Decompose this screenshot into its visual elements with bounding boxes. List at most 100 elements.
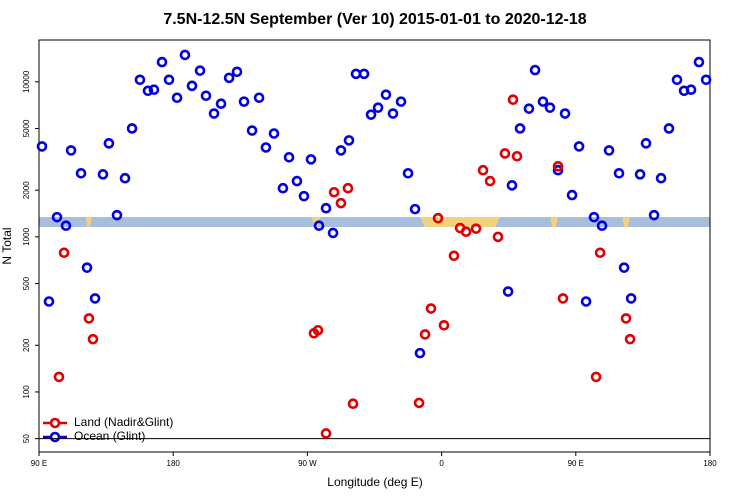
point (60, 220, 72, 232)
point (65, 145, 77, 156)
point (126, 123, 138, 134)
point (580, 296, 592, 307)
point (648, 209, 660, 221)
y-tick-label: 1000 (22, 227, 31, 245)
point (502, 286, 514, 297)
x-axis-label: Longitude (deg E) (327, 475, 422, 489)
point (625, 293, 637, 304)
y-tick-label: 500 (22, 276, 31, 290)
point (544, 102, 556, 113)
point (163, 74, 175, 86)
point (663, 123, 675, 134)
legend-label: Land (Nadir&Glint) (74, 415, 173, 429)
y-tick-label: 5000 (22, 119, 31, 137)
point (557, 293, 569, 304)
point (305, 154, 317, 165)
point (618, 262, 630, 273)
point (514, 123, 526, 134)
point (75, 168, 87, 179)
point (566, 189, 578, 201)
point (215, 98, 227, 110)
x-tick-label: 90 E (31, 459, 47, 468)
point (499, 148, 511, 159)
point (327, 227, 339, 239)
point (231, 66, 243, 78)
point (53, 371, 65, 383)
point (313, 220, 325, 232)
point (620, 313, 632, 324)
point (460, 226, 472, 237)
point (419, 329, 431, 340)
point (573, 141, 585, 152)
point (634, 169, 646, 180)
point (103, 138, 115, 149)
point (372, 102, 384, 113)
point (559, 108, 571, 119)
point (186, 80, 198, 92)
point (624, 333, 636, 345)
point (283, 151, 295, 163)
x-tick-label: 180 (167, 459, 181, 468)
point (260, 142, 272, 153)
point (685, 84, 697, 96)
point (119, 172, 131, 184)
chart-title: 7.5N-12.5N September (Ver 10) 2015-01-01… (163, 11, 586, 28)
point (402, 168, 414, 179)
y-tick-label: 50 (22, 434, 31, 443)
point (335, 197, 347, 209)
x-tick-label: 90 E (568, 459, 584, 468)
point (588, 211, 600, 223)
point (380, 89, 392, 100)
point (134, 74, 146, 86)
point (693, 56, 705, 68)
point (523, 103, 535, 114)
point (655, 172, 667, 184)
point (223, 72, 235, 84)
point (640, 138, 652, 149)
point (511, 150, 523, 162)
point (208, 108, 220, 119)
point (36, 141, 48, 152)
point (358, 68, 370, 80)
x-tick-label: 90 W (298, 459, 317, 468)
point (552, 161, 564, 172)
point (671, 74, 683, 86)
point (97, 169, 109, 180)
point (432, 212, 444, 224)
land-mask (86, 217, 630, 227)
y-tick-label: 100 (22, 385, 31, 399)
legend-marker (49, 417, 61, 429)
point (596, 220, 608, 232)
point (425, 303, 437, 314)
point (58, 247, 70, 259)
point (200, 90, 212, 102)
point (484, 175, 496, 187)
point (700, 74, 712, 86)
point (477, 164, 489, 176)
point (194, 65, 206, 76)
point (470, 223, 482, 234)
point (438, 320, 450, 331)
point (312, 324, 324, 336)
point (87, 333, 99, 345)
y-tick-label: 10000 (22, 70, 31, 93)
point (268, 128, 280, 139)
point (387, 108, 399, 119)
x-tick-label: 0 (439, 459, 444, 468)
point (320, 428, 332, 439)
point (328, 186, 340, 198)
point (83, 313, 95, 324)
point (395, 96, 407, 107)
point (111, 209, 123, 221)
point (409, 203, 421, 215)
x-tick-label: 180 (703, 459, 717, 468)
point (613, 168, 625, 179)
point (506, 180, 518, 191)
point (552, 164, 564, 176)
legend-marker (49, 431, 61, 443)
legend: Land (Nadir&Glint)Ocean (Glint) (43, 415, 173, 443)
point (448, 250, 460, 262)
point (277, 182, 289, 194)
point (603, 145, 615, 156)
